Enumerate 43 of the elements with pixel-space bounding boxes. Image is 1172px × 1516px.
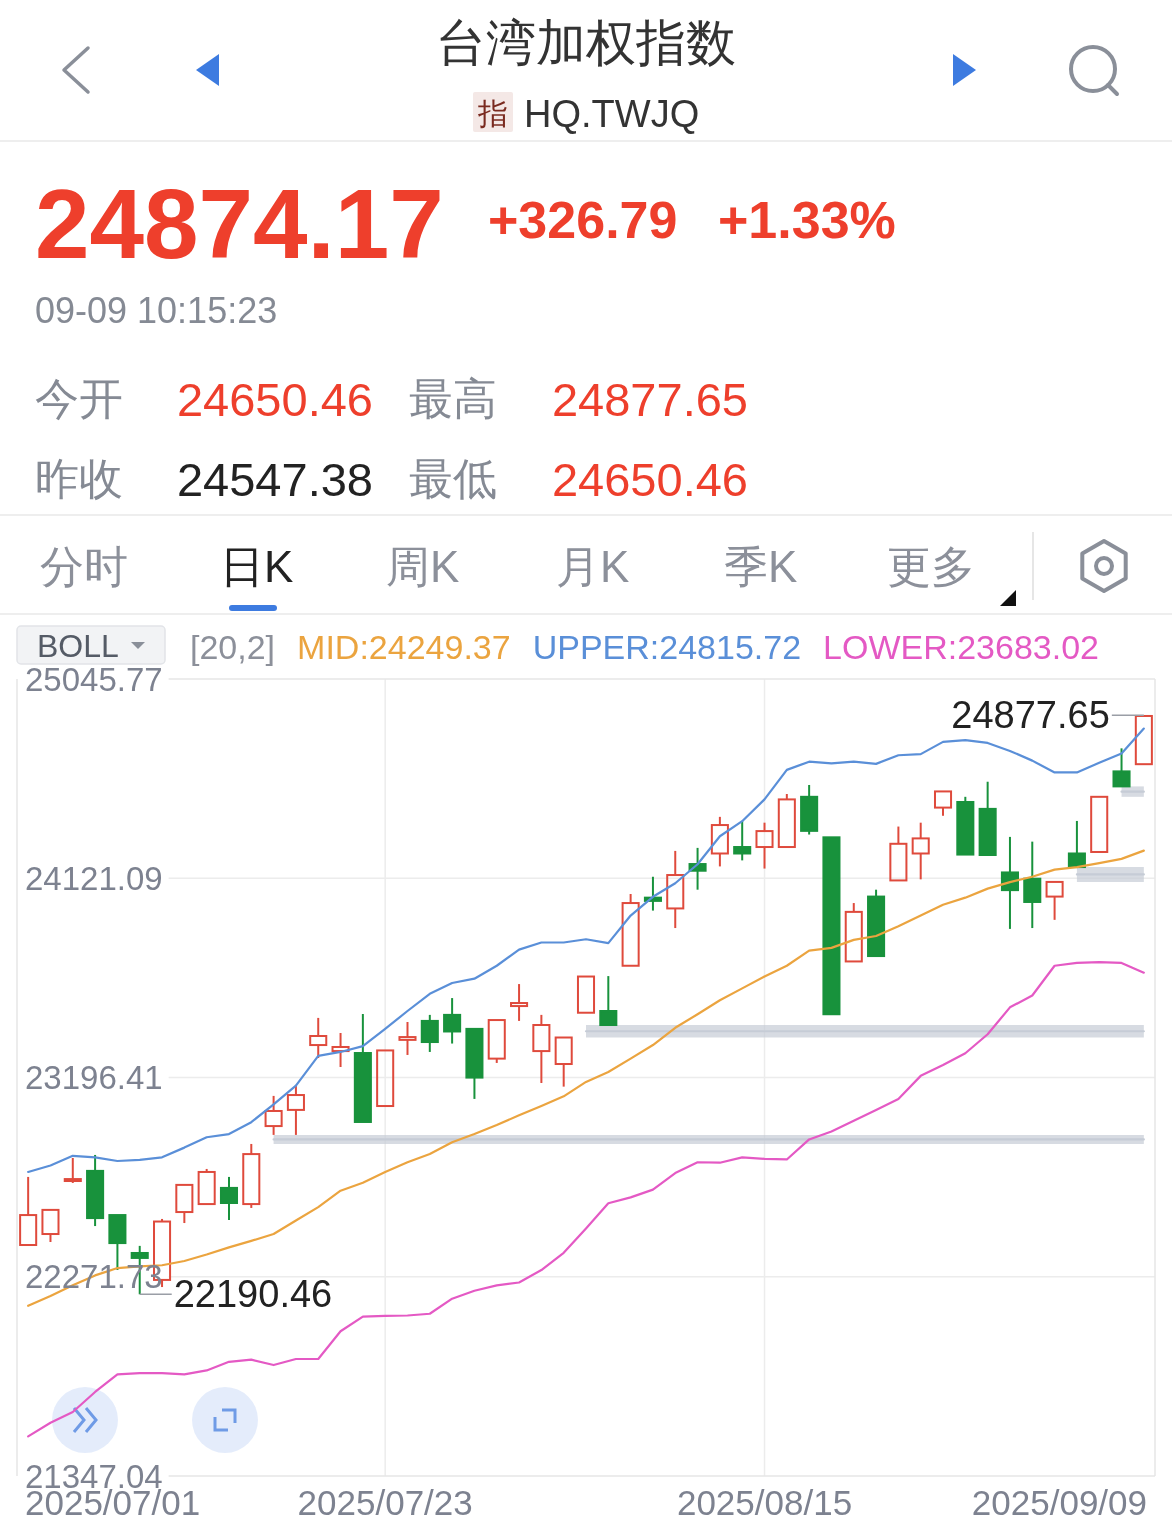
text: MID:24249.37: [297, 628, 511, 666]
annotation: 22190.46: [173, 1273, 333, 1316]
line-series: [27, 849, 1145, 1307]
text: 2025/09/09: [971, 1483, 1147, 1516]
text: 周K: [386, 542, 460, 591]
text: 最高: [409, 374, 497, 423]
text: 季K: [724, 542, 798, 591]
text: 今开: [35, 374, 123, 423]
x-tick-label: 2025/08/15: [676, 1483, 853, 1516]
text: +1.33%: [718, 191, 896, 249]
text: 09-09 10:15:23: [35, 290, 278, 331]
candlestick: [398, 1020, 417, 1056]
candlestick: [219, 1175, 239, 1222]
text: 最低: [409, 454, 497, 503]
text: 分时: [40, 542, 128, 591]
annotation: 24877.65: [951, 694, 1110, 737]
candlestick: [666, 849, 685, 930]
line-series: [27, 960, 1145, 1438]
text: 昨收: [35, 454, 123, 503]
candlestick: [443, 997, 462, 1045]
chart-title: 台湾加权指数: [436, 15, 736, 71]
text: 24547.38: [176, 453, 373, 506]
text: 月K: [556, 542, 630, 591]
text: [20,2]: [190, 628, 276, 666]
text: 24874.17: [35, 169, 444, 279]
candlestick: [1023, 840, 1042, 930]
candlestick: [532, 1013, 551, 1084]
text: LOWER:23683.02: [823, 628, 1100, 666]
text: 更多: [887, 542, 975, 591]
y-tick-label: 23196.41: [25, 1059, 163, 1096]
candlestick: [911, 821, 930, 881]
text: +326.79: [488, 191, 678, 249]
y-tick-label: 24121.09: [25, 859, 163, 897]
text: UPPER:24815.72: [532, 628, 802, 666]
text: 24877.65: [551, 373, 748, 426]
text: 24650.46: [551, 453, 748, 506]
text: 24650.46: [176, 373, 373, 426]
text: 日K: [220, 542, 294, 591]
x-tick-label: 2025/07/23: [297, 1483, 473, 1516]
candlestick: [1000, 835, 1019, 930]
candlestick: [510, 983, 529, 1022]
chart-subtitle: HQ.TWJQ: [524, 93, 700, 135]
line-series: [27, 727, 1145, 1174]
